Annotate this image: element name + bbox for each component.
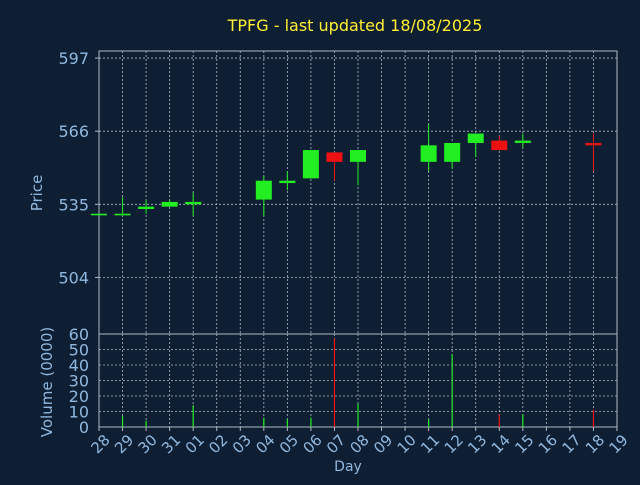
- chart-title: TPFG - last updated 18/08/2025: [227, 16, 483, 35]
- price-panel: 504 535 566 597 Price: [28, 49, 618, 335]
- price-tick-label: 566: [58, 122, 89, 141]
- candle-body: [185, 201, 202, 205]
- day-tick-label: 02: [205, 431, 231, 457]
- day-tick-label: 07: [323, 431, 349, 457]
- day-tick-label: 09: [370, 431, 396, 457]
- candle-15: [514, 133, 531, 148]
- candle-body: [255, 180, 272, 200]
- candle-body: [114, 213, 131, 216]
- candle-31: [161, 199, 178, 207]
- candle-13: [467, 133, 484, 158]
- candle-11: [420, 124, 437, 172]
- volume-tick-label: 30: [69, 372, 89, 391]
- candle-body: [514, 140, 531, 143]
- candle-30: [138, 199, 155, 214]
- day-tick-label: 19: [606, 431, 632, 457]
- candle-body: [161, 201, 178, 207]
- price-tick-label: 535: [58, 195, 89, 214]
- day-tick-label: 14: [488, 431, 514, 457]
- candle-28: [91, 213, 107, 216]
- day-tick-label: 08: [347, 431, 373, 457]
- candle-04: [255, 175, 272, 217]
- day-tick-label: 01: [182, 431, 208, 457]
- candle-body: [138, 206, 155, 210]
- day-tick-label: 28: [88, 431, 114, 457]
- candle-body: [326, 152, 343, 162]
- price-tick-label: 597: [58, 49, 89, 68]
- candle-body: [302, 150, 319, 179]
- candle-body: [420, 145, 437, 162]
- day-tick-label: 31: [158, 431, 184, 457]
- candle-12: [444, 142, 461, 169]
- candle-body: [585, 142, 602, 146]
- day-tick-label: 11: [417, 431, 443, 457]
- price-tick-label: 504: [58, 268, 89, 287]
- day-tick-label: 10: [394, 431, 420, 457]
- price-axis-label: Price: [28, 175, 46, 212]
- volume-axis-label: Volume (0000): [38, 327, 56, 437]
- day-tick-label: 05: [276, 431, 302, 457]
- volume-tick-label: 20: [69, 387, 89, 406]
- day-tick-label: 15: [511, 431, 537, 457]
- volume-tick-label: 0: [79, 418, 89, 437]
- volume-bars: [121, 338, 595, 427]
- candle-body: [491, 140, 508, 151]
- candle-08: [350, 150, 366, 186]
- candle-18: [585, 133, 602, 172]
- volume-tick-label: 50: [69, 341, 89, 360]
- candle-01: [185, 192, 202, 217]
- price-y-ticks: 504 535 566 597: [58, 49, 99, 287]
- candle-body: [279, 180, 296, 184]
- day-tick-label: 16: [535, 431, 561, 457]
- volume-tick-label: 10: [69, 403, 89, 422]
- day-x-ticks: 2829303101020304050607080910111213141516…: [88, 427, 632, 457]
- candle-body: [91, 213, 107, 216]
- day-tick-label: 12: [441, 431, 467, 457]
- candle-body: [444, 142, 461, 162]
- candle-body: [350, 150, 366, 162]
- day-tick-label: 30: [135, 431, 161, 457]
- candles: [91, 124, 602, 217]
- day-tick-label: 06: [299, 431, 325, 457]
- price-grid: [99, 51, 617, 334]
- candle-29: [114, 197, 131, 217]
- volume-tick-label: 60: [69, 325, 89, 344]
- volume-tick-label: 40: [69, 356, 89, 375]
- day-tick-label: 18: [582, 431, 608, 457]
- day-tick-label: 04: [252, 431, 278, 457]
- day-tick-label: 17: [558, 431, 584, 457]
- day-tick-label: 03: [229, 431, 255, 457]
- candle-body: [467, 133, 484, 143]
- candle-14: [491, 135, 508, 151]
- day-axis-label: Day: [334, 459, 362, 475]
- day-tick-label: 13: [464, 431, 490, 457]
- candle-07: [326, 152, 343, 181]
- candle-05: [279, 171, 296, 191]
- candle-06: [302, 150, 319, 179]
- day-tick-label: 29: [111, 431, 137, 457]
